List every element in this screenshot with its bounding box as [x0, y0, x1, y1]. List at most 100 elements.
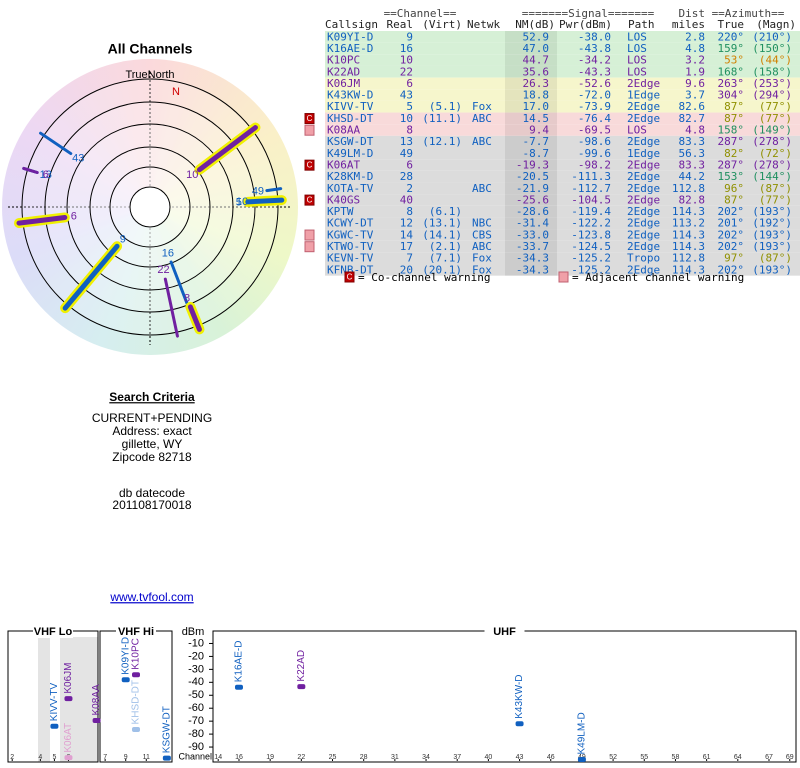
legend-text: = Co-channel warning: [358, 271, 490, 284]
column-header: True: [718, 18, 745, 31]
co-channel-icon: [304, 113, 315, 125]
table-cell: (72°): [759, 147, 792, 160]
table-cell: KOTA-TV: [327, 182, 374, 195]
column-header: (Magn): [756, 18, 796, 31]
signal-marker: [132, 672, 140, 678]
table-cell: -8.7: [523, 147, 550, 160]
n-label: N: [172, 86, 180, 98]
search-line: Address: exact: [112, 424, 192, 438]
signal-marker: [577, 756, 586, 762]
signal-marker: [234, 684, 243, 690]
x-tick-label: 14: [214, 754, 222, 761]
table-cell: 5: [406, 100, 413, 113]
table-cell: 9.4: [529, 124, 549, 137]
north-label: TrueNorth: [125, 69, 174, 81]
table-cell: 2Edge: [627, 135, 660, 148]
ray: [249, 198, 284, 204]
table-cell: LOS: [627, 54, 647, 67]
table-cell: -111.3: [571, 170, 611, 183]
table-cell: LOS: [627, 65, 647, 78]
signal-label: K16AE-D: [234, 641, 245, 683]
table-cell: 82.7: [679, 112, 706, 125]
table-cell: (193°): [752, 228, 792, 241]
polar-title: All Channels: [108, 41, 193, 57]
table-cell: (278°): [752, 158, 792, 171]
table-cell: (2.1): [429, 240, 462, 253]
signal-marker: [132, 726, 140, 732]
table-cell: 10: [400, 54, 413, 67]
column-shade: [505, 31, 557, 43]
column-shade: [505, 194, 557, 206]
table-cell: K43KW-D: [327, 89, 373, 102]
table-cell: -33.7: [516, 240, 549, 253]
table-cell: LOS: [627, 42, 647, 55]
table-cell: 1.9: [685, 65, 705, 78]
column-shade: [505, 112, 557, 125]
table-cell: KHSD-DT: [327, 112, 374, 125]
site-link[interactable]: www.tvfool.com: [109, 590, 193, 604]
column-shade: [505, 89, 557, 101]
row-background: [325, 194, 800, 206]
column-shade: [505, 264, 557, 276]
signal-label: K09YI-D: [120, 637, 131, 675]
co-channel-icon: [304, 194, 315, 206]
table-cell: (77°): [759, 193, 792, 206]
signal-marker: [121, 677, 130, 683]
table-cell: -76.4: [578, 112, 611, 125]
table-cell: 287°: [718, 135, 745, 148]
row-background: [325, 77, 800, 90]
table-cell: (193°): [752, 205, 792, 218]
table-cell: K09YI-D: [327, 30, 373, 43]
row-background: [325, 54, 800, 66]
table-cell: 2: [406, 182, 413, 195]
table-cell: 35.6: [523, 65, 550, 78]
signal-marker: [515, 721, 524, 727]
column-shade: [505, 240, 557, 253]
search-line: gillette, WY: [122, 437, 183, 451]
signal-marker: [297, 684, 306, 690]
table-cell: 2Edge: [627, 112, 660, 125]
signal-label: K06AT: [63, 723, 74, 753]
x-tick-label: 55: [640, 754, 648, 761]
header-group: =======Signal=======: [522, 7, 655, 20]
table-cell: (158°): [752, 65, 792, 78]
table-cell: -99.6: [578, 147, 611, 160]
table-cell: 22: [400, 65, 413, 78]
table-cell: 2Edge: [627, 100, 660, 113]
y-tick-label: -90: [188, 741, 204, 753]
table-cell: 44.7: [523, 54, 550, 67]
table-cell: 83.3: [679, 135, 706, 148]
table-cell: 2Edge: [627, 217, 660, 230]
table-cell: -7.7: [523, 135, 550, 148]
table-cell: -31.4: [516, 217, 549, 230]
table-cell: 6: [406, 158, 413, 171]
signal-label: K22AD: [296, 650, 307, 682]
table-cell: 10: [400, 112, 413, 125]
table-cell: (11.1): [422, 112, 462, 125]
search-line: Zipcode 82718: [112, 450, 192, 464]
table-cell: 2Edge: [627, 205, 660, 218]
x-tick-label: 19: [266, 754, 274, 761]
search-line: CURRENT+PENDING: [92, 411, 212, 425]
table-cell: Fox: [472, 100, 492, 113]
table-cell: NBC: [472, 217, 492, 230]
x-tick-label: 9: [124, 754, 128, 761]
table-cell: -34.3: [516, 252, 549, 265]
column-shade: [505, 54, 557, 66]
ray-label: 5: [236, 196, 242, 208]
table-cell: 263°: [718, 77, 745, 90]
table-cell: (294°): [752, 89, 792, 102]
row-background: [325, 135, 800, 148]
signal-label: K08AA: [91, 684, 102, 715]
row-background: [325, 182, 800, 195]
table-cell: KFNB-DT: [327, 263, 374, 276]
shade: [38, 637, 50, 762]
table-cell: (193°): [752, 263, 792, 276]
x-tick-label: 28: [360, 754, 368, 761]
table-cell: 82°: [724, 147, 744, 160]
table-cell: -73.9: [578, 100, 611, 113]
table-cell: -72.0: [578, 89, 611, 102]
row-background: [325, 229, 800, 241]
table-cell: 112.8: [672, 252, 705, 265]
